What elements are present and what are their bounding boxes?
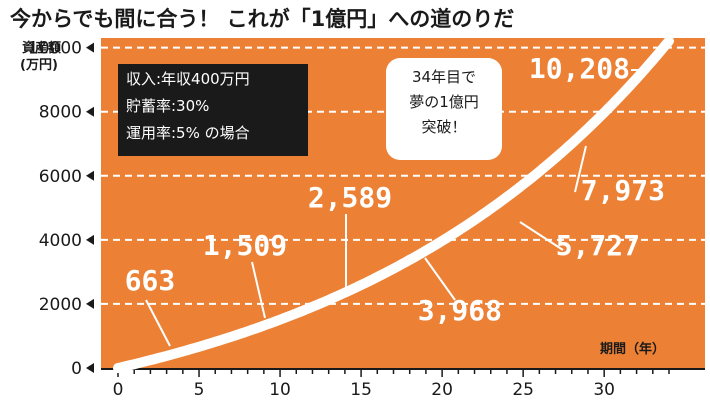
y-axis-unit: (万円) <box>20 58 58 73</box>
data-label: 2,589 <box>308 181 392 214</box>
x-tick-label: 25 <box>512 380 534 400</box>
x-axis-label: 期間（年） <box>600 341 665 357</box>
callout-line-1: 34年目で <box>412 68 476 86</box>
callout-background <box>386 58 502 160</box>
label-leader-line <box>424 257 456 301</box>
callout-line-2: 夢の1億円 <box>409 93 479 111</box>
y-tick-label: 8000 <box>39 103 82 123</box>
x-tick-label: 20 <box>431 380 453 400</box>
data-label: 5,727 <box>556 229 640 262</box>
data-label: 663 <box>125 264 176 297</box>
x-tick-label: 10 <box>269 380 291 400</box>
x-tick-label: 30 <box>593 380 615 400</box>
info-income: 収入:年収400万円 <box>126 70 250 88</box>
y-tick-label: 6000 <box>39 167 82 187</box>
x-axis: 0 5 10 15 20 25 30 <box>113 369 670 400</box>
y-tick-label: 10000 <box>28 39 82 59</box>
data-label: 1,509 <box>203 229 287 262</box>
y-tick-marker <box>86 106 94 117</box>
label-leader-line <box>574 145 587 193</box>
info-return-rate: 運用率:5% の場合 <box>126 124 250 142</box>
x-tick-label: 5 <box>194 380 205 400</box>
y-tick-label: 4000 <box>39 231 82 251</box>
y-tick-marker <box>86 363 94 373</box>
chart-title: 今からでも間に合う！ これが「1億円」への道のりだ <box>10 7 514 31</box>
y-tick-label: 2000 <box>39 295 82 315</box>
y-tick-marker <box>86 170 94 181</box>
label-leader-line <box>145 299 171 347</box>
x-tick-label: 15 <box>350 380 372 400</box>
info-box: 収入:年収400万円 貯蓄率:30% 運用率:5% の場合 <box>118 64 308 156</box>
y-axis: 0 2000 4000 6000 8000 10000 <box>28 39 94 379</box>
info-box-background <box>118 64 308 156</box>
callout-line-3: 突破！ <box>421 118 466 136</box>
label-leader-line <box>519 221 564 251</box>
y-tick-marker <box>86 298 94 309</box>
data-labels: 663 1,509 2,589 3,968 5,727 7,973 10,208 <box>125 52 665 327</box>
x-tick-label: 0 <box>113 380 124 400</box>
label-leaders <box>145 69 650 347</box>
asset-growth-curve <box>113 35 674 373</box>
data-label: 7,973 <box>581 174 665 207</box>
callout-box: 34年目で 夢の1億円 突破！ <box>386 58 502 160</box>
y-axis-label: 資産額 <box>22 40 61 56</box>
data-label: 3,968 <box>418 294 502 327</box>
data-label: 10,208 <box>529 52 630 85</box>
info-saving-rate: 貯蓄率:30% <box>126 97 209 115</box>
y-tick-marker <box>86 234 94 245</box>
y-tick-label: 0 <box>71 359 82 379</box>
label-leader-line <box>251 261 266 319</box>
y-tick-marker <box>86 42 94 53</box>
